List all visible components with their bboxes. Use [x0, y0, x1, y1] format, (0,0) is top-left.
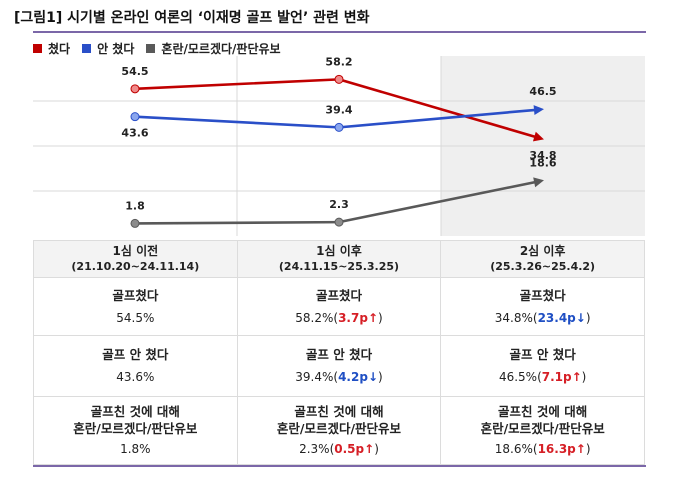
cell-value: 54.5% — [116, 310, 155, 325]
chart-legend: 쳤다 안 쳤다 혼란/모르겠다/판단유보 — [33, 40, 281, 57]
arrow-down-icon: ↓ — [575, 310, 586, 325]
arrow-head-icon — [533, 177, 544, 188]
header-cell: 2심 이후 (25.3.26~25.4.2) — [440, 240, 645, 278]
change-value: 16.3p — [537, 442, 576, 456]
data-label: 46.5 — [529, 85, 556, 98]
cell-value: 43.6% — [116, 370, 155, 384]
legend-item-hit: 쳤다 — [33, 40, 70, 57]
figure-title: [그림1] 시기별 온라인 여론의 ‘이재명 골프 발언’ 관련 변화 — [14, 10, 370, 26]
legend-label-hit: 쳤다 — [48, 42, 71, 56]
arrow-up-icon: ↑ — [364, 442, 375, 456]
series-segment — [337, 78, 539, 139]
bottom-divider — [33, 465, 646, 467]
series-segment — [133, 220, 341, 225]
legend-item-not-hit: 안 쳤다 — [82, 40, 134, 57]
cell-label: 골프 안 쳤다 — [102, 347, 169, 362]
table-cell: 골프쳤다 34.8%(23.4p↓) — [440, 277, 645, 336]
cell-label: 골프친 것에 대해 — [90, 404, 180, 419]
series-segment — [337, 108, 539, 129]
cell-value: 1.8% — [120, 442, 151, 456]
data-label: 58.2 — [325, 56, 352, 68]
table-cell: 골프 안 쳤다 43.6% — [33, 335, 238, 397]
legend-label-not-hit: 안 쳤다 — [97, 42, 135, 56]
period-label: 1심 이전 — [112, 244, 159, 258]
legend-swatch-blue — [82, 44, 92, 53]
data-point — [334, 122, 344, 132]
cell-value: 46.5%(7.1p↑) — [498, 370, 587, 384]
data-label: 18.6 — [529, 156, 556, 169]
data-label: 1.8 — [125, 199, 145, 212]
line-chart: 54.5 58.2 34.8 43.6 39.4 46.5 1.8 2.3 18.6 — [33, 56, 645, 236]
period-range: (21.10.20~24.11.14) — [71, 260, 200, 273]
arrow-up-icon: ↑ — [571, 370, 582, 384]
cell-value: 34.8%(23.4p↓) — [494, 310, 591, 325]
table-cell: 골프 안 쳤다 39.4%(4.2p↓) — [236, 335, 442, 397]
legend-item-unsure: 혼란/모르겠다/판단유보 — [146, 40, 281, 57]
data-label: 54.5 — [121, 65, 148, 78]
arrow-head-icon — [532, 131, 544, 142]
cell-value: 58.2%(3.7p↑) — [295, 310, 383, 325]
legend-swatch-red — [33, 44, 42, 53]
legend-label-unsure: 혼란/모르겠다/판단유보 — [161, 42, 281, 56]
data-point — [334, 74, 344, 84]
cell-label: 골프쳤다 — [519, 287, 566, 303]
top-divider — [33, 31, 646, 33]
series-segment — [337, 180, 539, 224]
data-label: 39.4 — [325, 103, 352, 116]
cell-label: 골프쳤다 — [315, 287, 362, 303]
arrow-down-icon: ↓ — [367, 370, 378, 384]
cell-value: 18.6%(16.3p↑) — [494, 442, 591, 456]
data-point — [130, 84, 140, 94]
change-value: 3.7p — [338, 310, 368, 325]
data-point — [130, 112, 140, 122]
data-point — [334, 217, 344, 227]
arrow-head-icon — [533, 105, 544, 116]
header-cell: 1심 이전 (21.10.20~24.11.14) — [33, 240, 238, 278]
change-value: 23.4p — [537, 310, 576, 325]
table-cell: 골프쳤다 58.2%(3.7p↑) — [236, 277, 442, 336]
header-cell: 1심 이후 (24.11.15~25.3.25) — [236, 240, 442, 278]
arrow-up-icon: ↑ — [575, 442, 586, 456]
data-point — [130, 218, 140, 228]
data-label: 2.3 — [329, 198, 349, 211]
table-cell: 골프 안 쳤다 46.5%(7.1p↑) — [440, 335, 645, 397]
cell-label-2: 혼란/모르겠다/판단유보 — [276, 421, 402, 436]
cell-value: 2.3%(0.5p↑) — [299, 442, 379, 456]
change-value: 7.1p — [541, 370, 572, 384]
cell-label: 골프 안 쳤다 — [305, 347, 373, 362]
cell-label: 골프친 것에 대해 — [294, 404, 384, 419]
period-range: (25.3.26~25.4.2) — [490, 260, 596, 273]
change-value: 4.2p — [338, 370, 368, 384]
cell-label: 골프 안 쳤다 — [509, 347, 576, 362]
table-header-row: 1심 이전 (21.10.20~24.11.14) 1심 이후 (24.11.1… — [33, 240, 645, 278]
table-row: 골프쳤다 54.5% 골프쳤다 58.2%(3.7p↑) 골프쳤다 34.8%(23.… — [33, 277, 645, 336]
cell-value: 39.4%(4.2p↓) — [295, 370, 383, 384]
cell-label-2: 혼란/모르겠다/판단유보 — [73, 421, 198, 436]
cell-label-2: 혼란/모르겠다/판단유보 — [480, 421, 605, 436]
arrow-up-icon: ↑ — [367, 310, 378, 325]
cell-label: 골프쳤다 — [112, 287, 159, 303]
data-label: 43.6 — [121, 127, 148, 140]
series-segment — [133, 78, 341, 91]
series-segment — [133, 115, 341, 129]
period-label: 1심 이후 — [316, 244, 362, 258]
period-range: (24.11.15~25.3.25) — [278, 260, 400, 273]
period-label: 2심 이후 — [519, 244, 566, 258]
table-row: 골프 안 쳤다 43.6% 골프 안 쳤다 39.4%(4.2p↓) 골프 안 쳤다… — [33, 335, 645, 397]
summary-table: 1심 이전 (21.10.20~24.11.14) 1심 이후 (24.11.1… — [33, 240, 645, 465]
change-value: 0.5p — [334, 442, 365, 456]
data-label: 34.8 — [529, 149, 556, 162]
legend-swatch-gray — [146, 44, 156, 53]
cell-label: 골프친 것에 대해 — [498, 404, 588, 419]
table-cell: 골프쳤다 54.5% — [33, 277, 238, 336]
